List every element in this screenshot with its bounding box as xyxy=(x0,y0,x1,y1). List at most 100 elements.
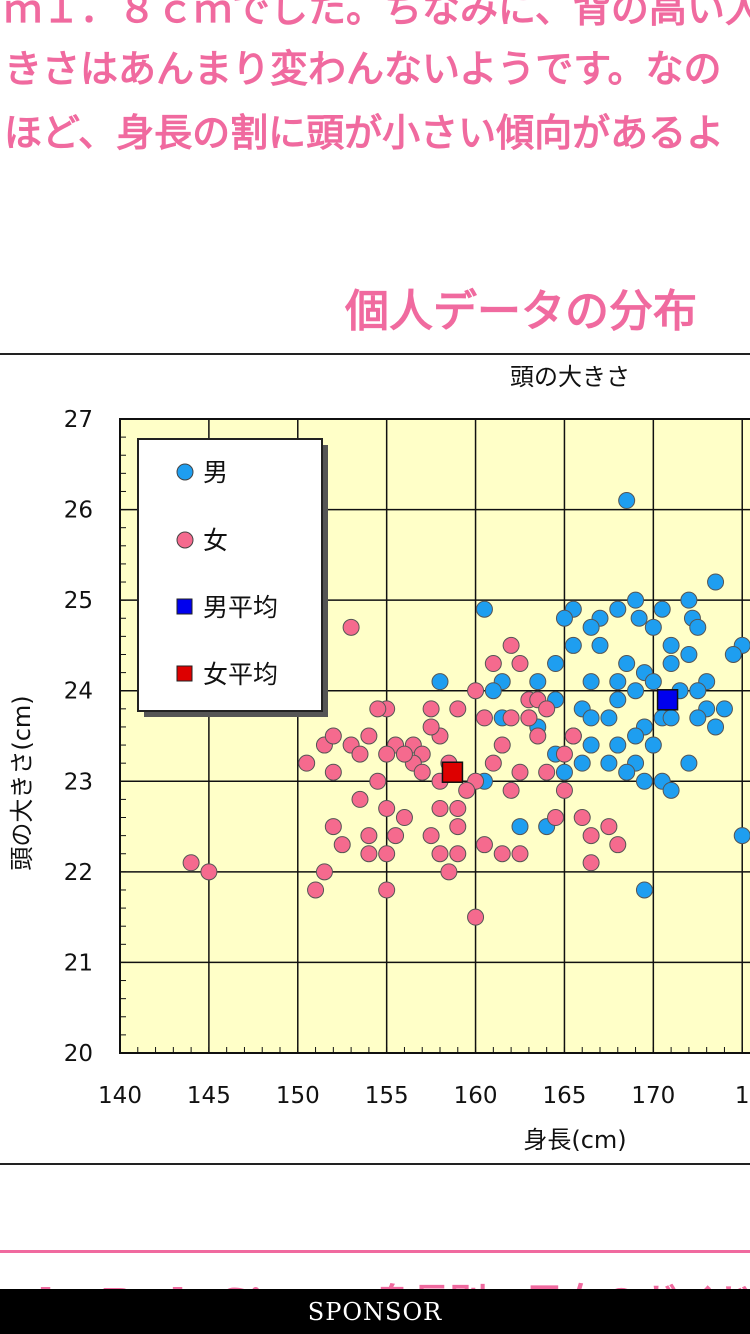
y-tick-label: 23 xyxy=(64,769,93,795)
section-divider xyxy=(0,1250,750,1253)
female-point xyxy=(360,727,378,745)
y-tick-label: 27 xyxy=(64,407,93,433)
male-point xyxy=(724,645,742,663)
female-point xyxy=(422,827,440,845)
legend-marker-female xyxy=(176,531,194,549)
sponsor-banner[interactable]: SPONSOR xyxy=(0,1289,750,1334)
female-point xyxy=(493,736,511,754)
male-point xyxy=(707,573,725,591)
y-tick-label: 26 xyxy=(64,498,93,524)
male-point xyxy=(680,645,698,663)
y-tick-label: 24 xyxy=(64,679,93,705)
male-point xyxy=(609,691,627,709)
female-point xyxy=(484,754,502,772)
female-point xyxy=(547,809,565,827)
male-point xyxy=(609,600,627,618)
male-point xyxy=(662,636,680,654)
male-point xyxy=(627,682,645,700)
scatter-chart: 頭の大きさ 140 145 150 155 160 165 170 1 20 21 22 23 24 25… xyxy=(8,363,750,1154)
male-point xyxy=(591,636,609,654)
female-point xyxy=(298,754,316,772)
sponsor-label: SPONSOR xyxy=(307,1297,443,1326)
female-point xyxy=(502,636,520,654)
y-axis-label: 頭の大きさ(cm) xyxy=(8,695,36,870)
female-point xyxy=(200,863,218,881)
male-point xyxy=(662,655,680,673)
x-axis-label: 身長(cm) xyxy=(523,1126,626,1154)
female-point xyxy=(378,799,396,817)
male-point xyxy=(715,700,733,718)
article-text-line: きさはあんまり変わんないようです。なの xyxy=(4,46,722,91)
female-point xyxy=(431,799,449,817)
female-point xyxy=(520,709,538,727)
male-average-marker xyxy=(656,689,679,711)
male-point xyxy=(431,673,449,691)
male-point xyxy=(547,655,565,673)
male-point xyxy=(689,618,707,636)
x-tick-label: 155 xyxy=(365,1083,409,1109)
legend-marker-male xyxy=(176,463,194,481)
x-tick-label: 140 xyxy=(98,1083,142,1109)
female-point xyxy=(493,845,511,863)
female-point xyxy=(387,827,405,845)
y-tick-label: 20 xyxy=(64,1041,93,1067)
y-tick-label: 21 xyxy=(64,950,93,976)
female-point xyxy=(529,727,547,745)
female-point xyxy=(413,763,431,781)
male-point xyxy=(564,636,582,654)
female-point xyxy=(324,727,342,745)
section-title: 個人データの分布 xyxy=(345,286,697,337)
male-point xyxy=(618,492,636,510)
article-text-line: ｍ１．８ｃｍでした。ちなみに、背の高い人 xyxy=(4,0,750,31)
male-point xyxy=(662,781,680,799)
male-point xyxy=(653,600,671,618)
male-point xyxy=(689,709,707,727)
male-point xyxy=(609,673,627,691)
male-point xyxy=(680,754,698,772)
male-point xyxy=(618,763,636,781)
female-point xyxy=(538,700,556,718)
female-point xyxy=(395,809,413,827)
legend-label-female: 女 xyxy=(203,526,228,555)
female-point xyxy=(333,836,351,854)
female-point xyxy=(609,836,627,854)
legend-label-female-avg: 女平均 xyxy=(203,660,278,689)
male-point xyxy=(475,600,493,618)
male-point xyxy=(484,682,502,700)
male-point xyxy=(630,609,648,627)
y-tick-label: 22 xyxy=(64,860,93,886)
female-point xyxy=(582,854,600,872)
male-point xyxy=(644,618,662,636)
female-point xyxy=(502,709,520,727)
male-point xyxy=(582,618,600,636)
male-point xyxy=(618,655,636,673)
legend-label-male: 男 xyxy=(203,458,228,487)
female-point xyxy=(360,845,378,863)
female-point xyxy=(511,655,529,673)
female-point xyxy=(324,818,342,836)
female-point xyxy=(600,818,618,836)
x-tick-label: 160 xyxy=(454,1083,498,1109)
female-point xyxy=(324,763,342,781)
male-point xyxy=(627,727,645,745)
female-point xyxy=(467,682,485,700)
legend: 男 女 男平均 女平均 xyxy=(137,438,328,717)
male-point xyxy=(529,673,547,691)
male-point xyxy=(609,736,627,754)
female-point xyxy=(342,618,360,636)
female-point xyxy=(573,809,591,827)
data-points xyxy=(182,492,750,926)
female-point xyxy=(449,818,467,836)
female-point xyxy=(475,709,493,727)
female-point xyxy=(360,827,378,845)
male-point xyxy=(511,818,529,836)
female-point xyxy=(555,745,573,763)
male-point xyxy=(627,591,645,609)
article-text-line: ほど、身長の割に頭が小さい傾向があるよ xyxy=(4,110,725,155)
female-point xyxy=(475,836,493,854)
male-point xyxy=(573,754,591,772)
male-point xyxy=(582,709,600,727)
female-point xyxy=(378,745,396,763)
female-point xyxy=(449,700,467,718)
legend-marker-female-avg xyxy=(176,665,193,682)
